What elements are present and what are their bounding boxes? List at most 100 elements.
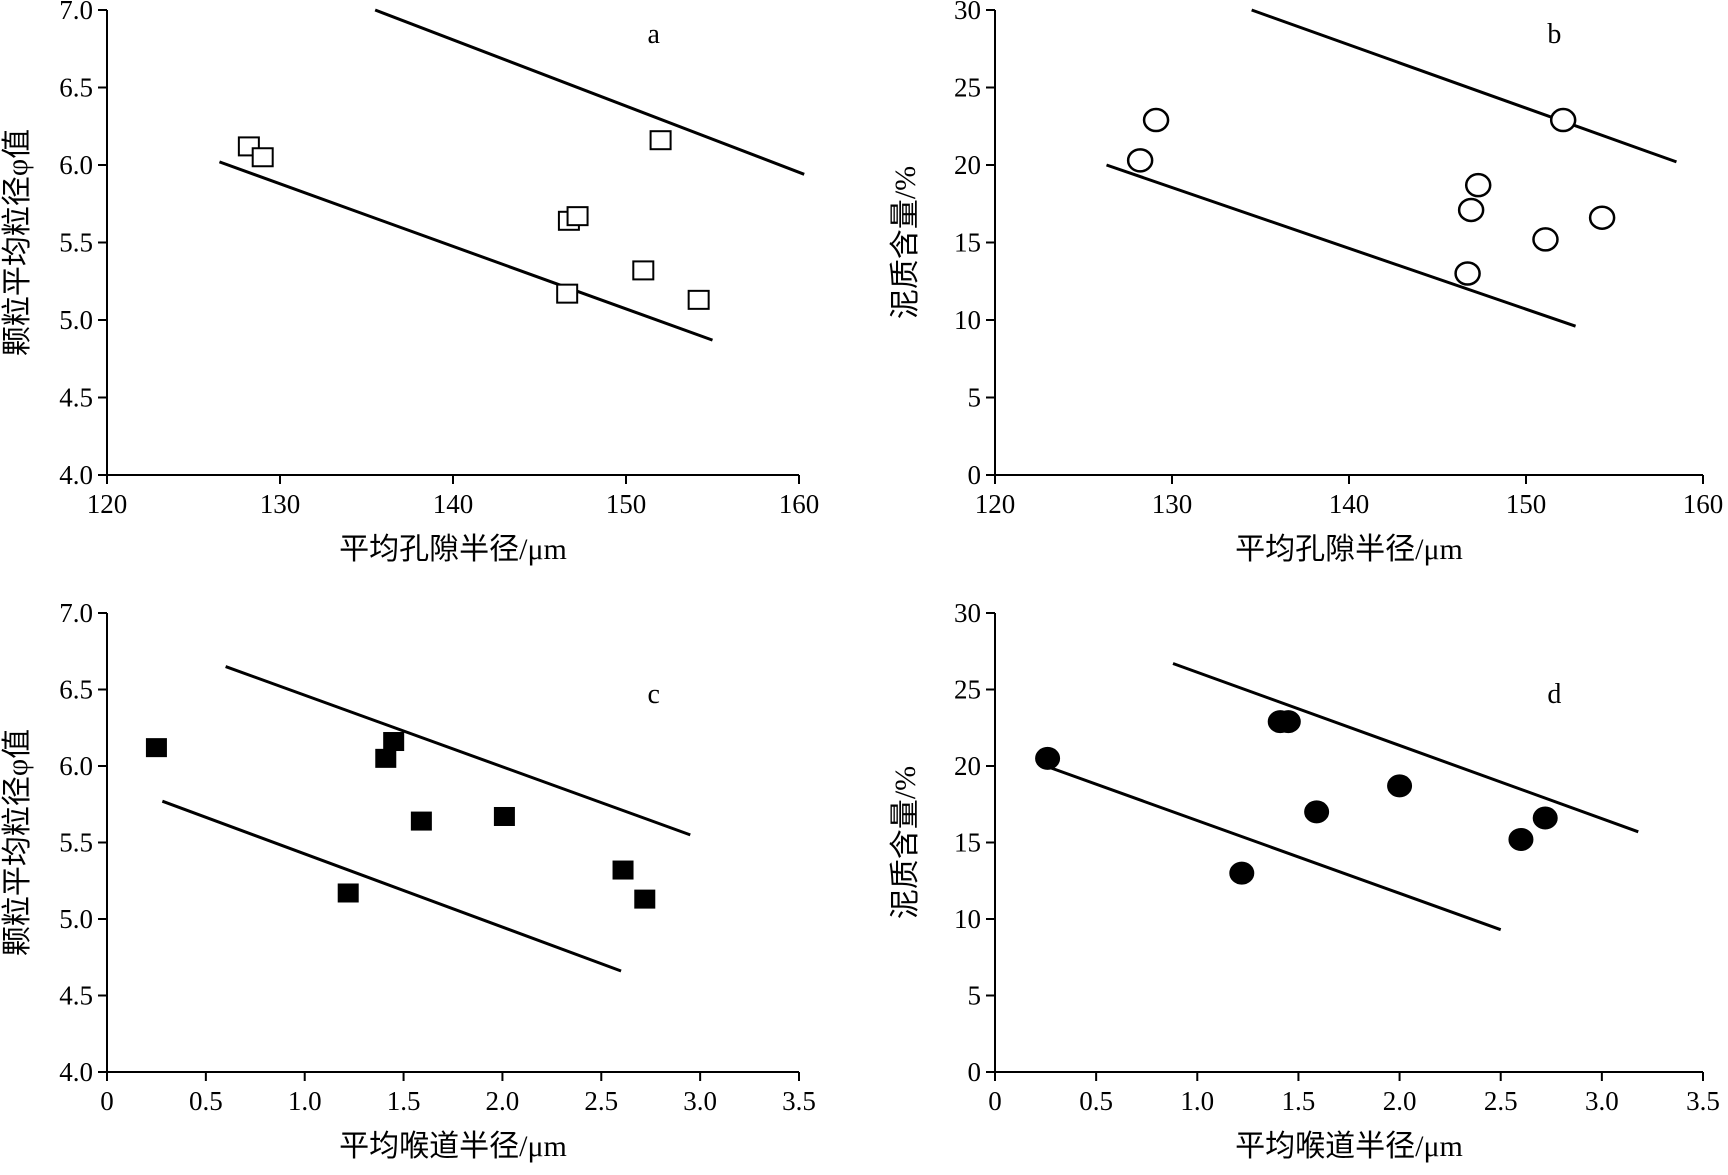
data-point-hollow-circle — [1549, 107, 1577, 133]
x-tick-label: 140 — [1329, 489, 1370, 519]
data-point-filled-square — [612, 860, 634, 880]
x-axis-title: 平均孔隙半径/μm — [339, 533, 567, 566]
y-tick-label: 20 — [954, 751, 981, 781]
lower-envelope-line — [218, 160, 714, 342]
y-tick-label: 25 — [954, 73, 981, 103]
x-axis-title: 平均孔隙半径/μm — [1235, 533, 1463, 566]
panel-letter: b — [1547, 19, 1561, 50]
lower-envelope-line — [1045, 764, 1502, 932]
data-point-hollow-square — [649, 130, 672, 151]
y-tick-label: 6.0 — [59, 751, 93, 781]
y-tick-label: 6.5 — [59, 73, 93, 103]
x-axis-title: 平均喉道半径/μm — [1235, 1130, 1463, 1163]
data-point-filled-circle — [1275, 710, 1301, 734]
y-tick-label: 5 — [968, 383, 982, 413]
data-point-filled-circle — [1508, 827, 1534, 851]
chart-panel-b: 120 130 140 150 160 0 5 10 15 20 25 30 平均孔隙半径/μm 泥质含量… — [889, 0, 1723, 566]
y-tick-label: 4.5 — [59, 383, 93, 413]
data-point-hollow-circle — [1464, 172, 1492, 198]
y-tick-label: 4.0 — [59, 460, 93, 490]
y-tick-label: 6.0 — [59, 150, 93, 180]
x-tick-label: 1.0 — [1180, 1086, 1214, 1116]
data-point-filled-circle — [1229, 861, 1255, 885]
data-point-hollow-circle — [1457, 197, 1485, 223]
lower-envelope-line — [1106, 163, 1577, 328]
y-tick-label: 5 — [968, 981, 982, 1011]
panel-letter: d — [1547, 679, 1561, 710]
data-point-hollow-circle — [1142, 107, 1170, 133]
x-tick-label: 150 — [1506, 489, 1547, 519]
upper-envelope-line — [1172, 662, 1639, 834]
y-tick-label: 0 — [968, 1057, 982, 1087]
data-point-hollow-square — [556, 283, 579, 304]
x-tick-label: 1.5 — [387, 1086, 421, 1116]
data-point-filled-circle — [1532, 806, 1558, 830]
y-axis-title: 颗粒平均粒径φ值 — [1, 729, 34, 956]
x-tick-label: 2.5 — [584, 1086, 618, 1116]
upper-envelope-line — [374, 8, 805, 176]
x-tick-label: 2.0 — [1383, 1086, 1417, 1116]
y-tick-label: 5.5 — [59, 828, 93, 858]
x-tick-label: 160 — [1683, 489, 1724, 519]
data-point-filled-square — [375, 748, 397, 768]
upper-envelope-line — [1251, 8, 1677, 164]
data-point-hollow-square — [687, 289, 710, 310]
data-point-hollow-circle — [1588, 205, 1616, 230]
x-axis-title: 平均喉道半径/μm — [339, 1130, 567, 1163]
y-axis-title: 颗粒平均粒径φ值 — [1, 129, 34, 356]
x-tick-label: 1.5 — [1282, 1086, 1316, 1116]
data-point-hollow-circle — [1454, 261, 1481, 286]
x-tick-label: 0 — [100, 1086, 114, 1116]
data-point-filled-square — [634, 889, 656, 909]
y-tick-label: 4.0 — [59, 1057, 93, 1087]
chart-panel-d: 0 0.5 1.0 1.5 2.0 2.5 3.0 3.5 0 5 10 15 20 25 30 平均喉道半径… — [889, 598, 1720, 1163]
data-point-hollow-square — [566, 206, 589, 227]
x-tick-label: 140 — [433, 489, 474, 519]
lower-envelope-line — [161, 799, 622, 973]
data-point-hollow-circle — [1532, 227, 1559, 252]
x-tick-label: 3.0 — [683, 1086, 717, 1116]
y-tick-label: 30 — [954, 0, 981, 25]
data-point-hollow-square — [251, 147, 274, 168]
panel-letter: c — [647, 679, 659, 710]
data-point-filled-circle — [1035, 746, 1061, 770]
x-tick-label: 2.5 — [1484, 1086, 1518, 1116]
x-tick-label: 2.0 — [486, 1086, 520, 1116]
data-point-filled-circle — [1304, 800, 1330, 824]
y-axis-title: 泥质含量/% — [889, 166, 922, 319]
x-tick-label: 0 — [988, 1086, 1002, 1116]
data-point-filled-square — [145, 738, 167, 758]
panel-letter: a — [647, 19, 660, 50]
x-tick-label: 3.0 — [1585, 1086, 1619, 1116]
y-tick-label: 30 — [954, 598, 981, 628]
data-point-hollow-square — [632, 260, 655, 281]
chart-panel-a: 120 130 140 150 160 4.0 4.5 5.0 5.5 6.0 6.5 7.0 平均孔隙… — [1, 0, 819, 566]
x-tick-label: 1.0 — [288, 1086, 322, 1116]
y-tick-label: 10 — [954, 305, 981, 335]
y-tick-label: 7.0 — [59, 0, 93, 25]
x-tick-label: 0.5 — [189, 1086, 223, 1116]
data-point-filled-square — [410, 811, 432, 831]
y-axis-title: 泥质含量/% — [889, 766, 922, 919]
y-tick-label: 7.0 — [59, 598, 93, 628]
x-tick-label: 120 — [87, 489, 128, 519]
x-tick-label: 120 — [975, 489, 1016, 519]
x-tick-label: 130 — [260, 489, 301, 519]
x-tick-label: 130 — [1152, 489, 1193, 519]
data-point-filled-circle — [1387, 774, 1413, 798]
upper-envelope-line — [225, 665, 691, 837]
y-tick-label: 25 — [954, 675, 981, 705]
y-tick-label: 5.5 — [59, 228, 93, 258]
y-tick-label: 4.5 — [59, 981, 93, 1011]
x-tick-label: 3.5 — [782, 1086, 816, 1116]
y-tick-label: 20 — [954, 150, 981, 180]
chart-panel-c: 0 0.5 1.0 1.5 2.0 2.5 3.0 3.5 4.0 4.5 5.0 5.5 6.0 6.5… — [1, 598, 816, 1163]
data-point-hollow-circle — [1126, 148, 1154, 173]
y-tick-label: 15 — [954, 228, 981, 258]
y-tick-label: 15 — [954, 828, 981, 858]
x-tick-label: 0.5 — [1079, 1086, 1113, 1116]
y-tick-label: 5.0 — [59, 305, 93, 335]
x-tick-label: 3.5 — [1686, 1086, 1720, 1116]
y-tick-label: 0 — [968, 460, 982, 490]
